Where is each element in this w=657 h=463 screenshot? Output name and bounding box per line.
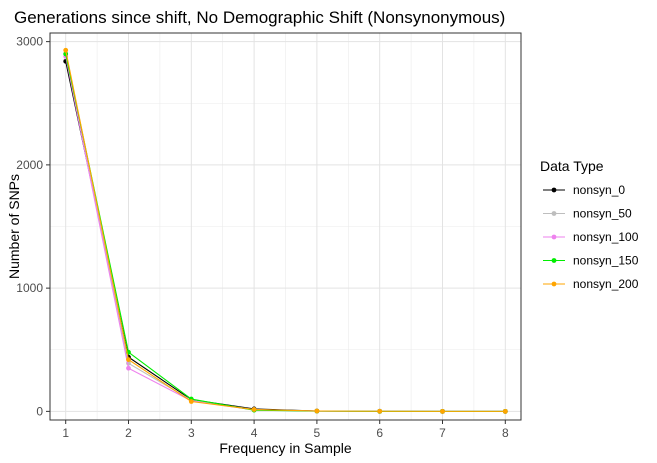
legend-key-point [551, 258, 557, 263]
y-tick-label: 1000 [16, 281, 43, 295]
data-point-nonsyn_200 [126, 357, 131, 363]
legend-label: nonsyn_100 [573, 230, 639, 244]
x-tick-label: 3 [188, 426, 195, 440]
x-tick-label: 4 [251, 426, 258, 440]
legend-item-nonsyn_0: nonsyn_0 [543, 183, 625, 197]
legend-item-nonsyn_50: nonsyn_50 [543, 207, 632, 221]
legend-items: nonsyn_0 nonsyn_50 nonsyn_100 nonsyn_150non… [543, 183, 639, 291]
x-tick-label: 6 [376, 426, 383, 440]
data-point-nonsyn_200 [63, 47, 69, 53]
legend-item-nonsyn_100: nonsyn_100 [543, 230, 639, 244]
legend-key-point [551, 187, 557, 193]
legend-key-point [551, 211, 557, 216]
y-axis-ticks: 0 1000 2000 3000 [16, 35, 50, 418]
x-tick-label: 2 [125, 426, 132, 440]
x-tick-label: 7 [439, 426, 446, 440]
y-tick-label: 3000 [16, 35, 43, 49]
legend-title: Data Type [540, 158, 604, 174]
legend-label: nonsyn_150 [573, 254, 639, 268]
y-tick-label: 0 [36, 404, 43, 418]
data-point-nonsyn_100 [126, 365, 131, 371]
series-layer [63, 47, 508, 414]
legend: Data Type nonsyn_0nonsyn_50nonsyn_100non… [540, 158, 639, 291]
data-point-nonsyn_200 [314, 408, 320, 414]
legend-label: nonsyn_0 [573, 183, 625, 197]
x-tick-label: 1 [62, 426, 69, 440]
x-axis-ticks: 1 2 3 4 5 6 7 8 [62, 420, 509, 440]
data-point-nonsyn_200 [251, 407, 257, 412]
legend-item-nonsyn_200: nonsyn_200 [543, 277, 639, 291]
plot-border [49, 32, 522, 421]
data-point-nonsyn_200 [188, 399, 194, 404]
legend-label: nonsyn_50 [573, 207, 632, 221]
chart-title: Generations since shift, No Demographic … [14, 8, 505, 27]
data-point-nonsyn_200 [502, 408, 508, 414]
data-point-nonsyn_200 [440, 408, 445, 414]
legend-key-point [551, 234, 557, 240]
x-axis-title: Frequency in Sample [219, 440, 352, 456]
legend-item-nonsyn_150: nonsyn_150 [543, 254, 639, 268]
plot-panel [49, 32, 522, 421]
y-axis-title: Number of SNPs [6, 174, 22, 279]
legend-key-point [551, 281, 557, 287]
series-nonsyn_200 [63, 47, 508, 414]
data-point-nonsyn_200 [377, 408, 383, 414]
series-line-nonsyn_200 [65, 50, 506, 412]
x-tick-label: 5 [314, 426, 321, 440]
x-tick-label: 8 [502, 426, 509, 440]
legend-label: nonsyn_200 [573, 277, 639, 291]
y-tick-label: 2000 [16, 158, 43, 172]
